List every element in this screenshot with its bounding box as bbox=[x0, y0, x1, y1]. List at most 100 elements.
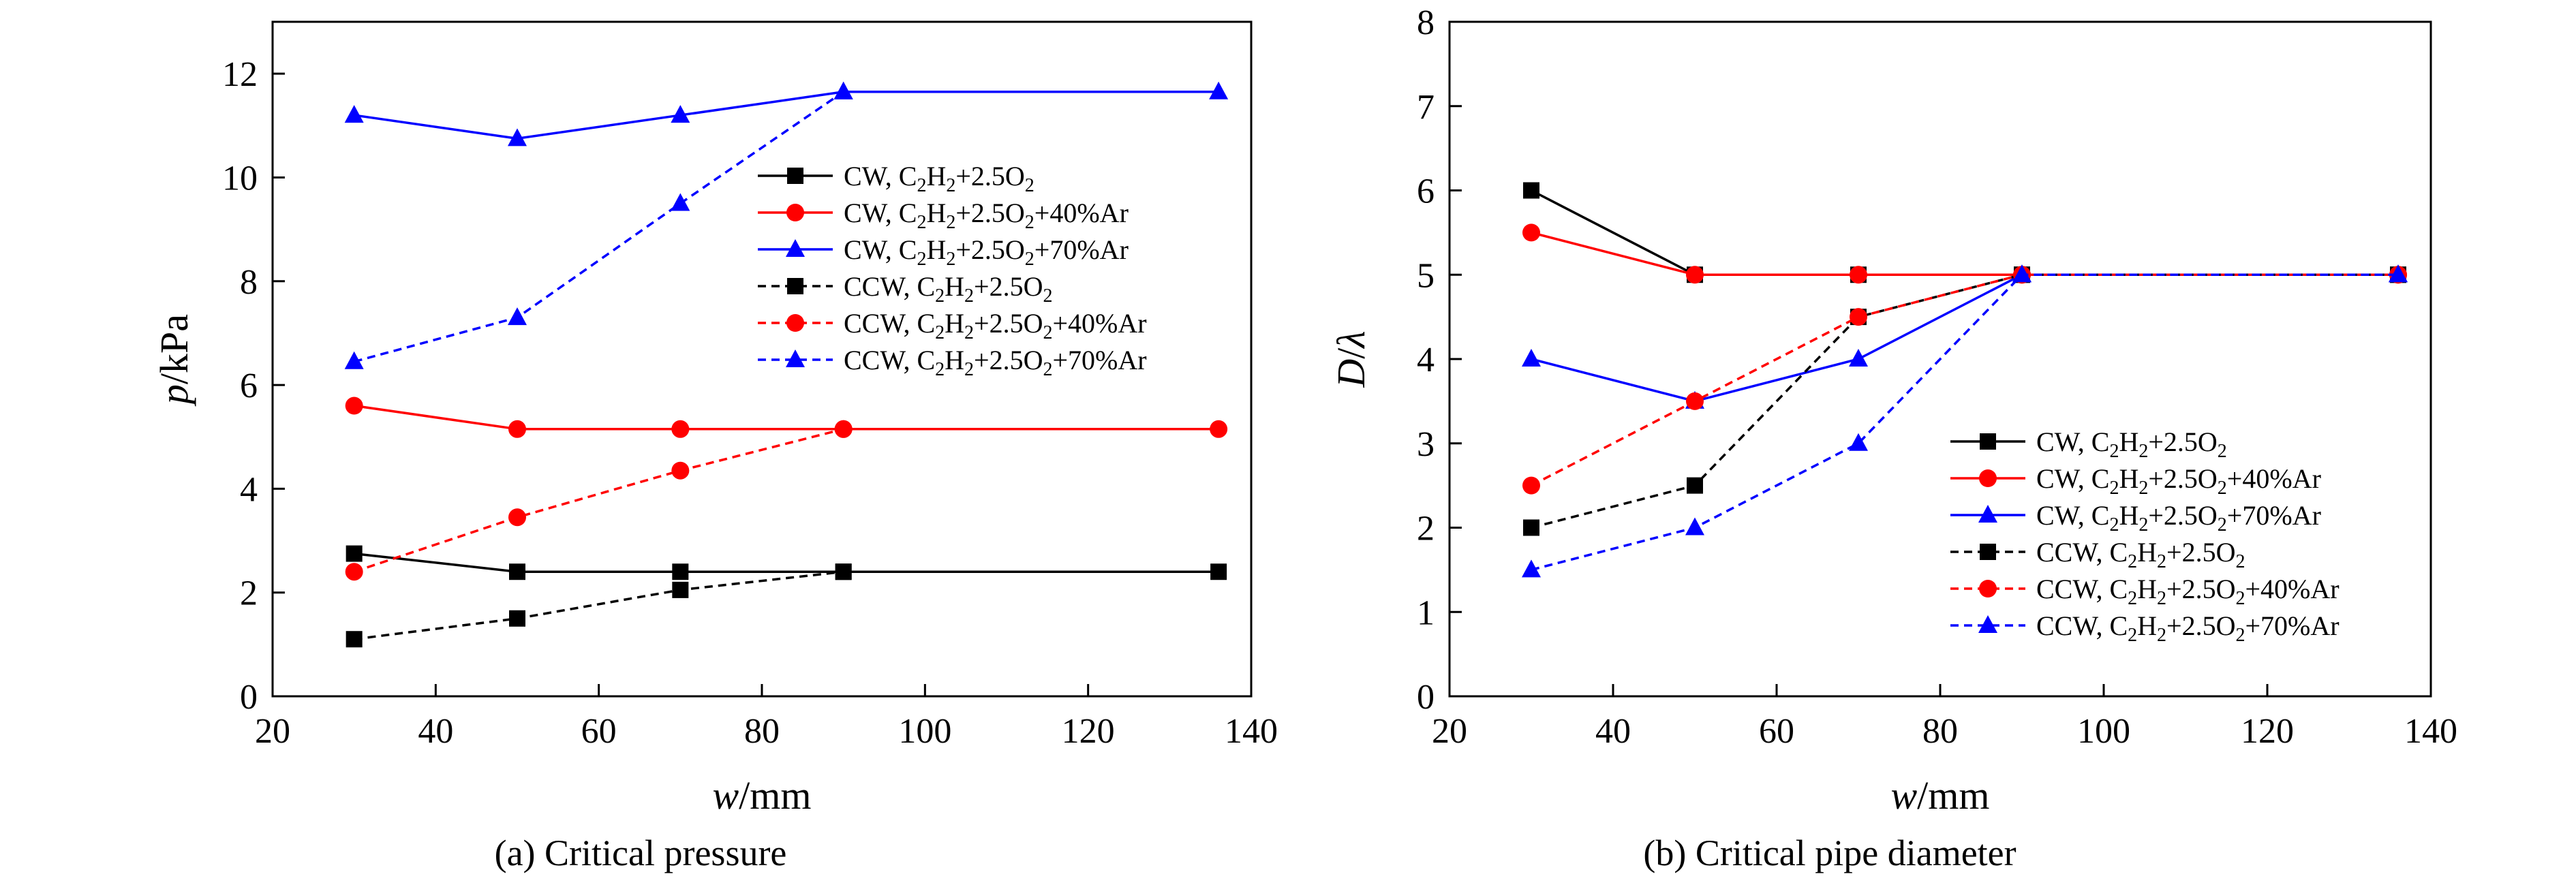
legend-marker bbox=[1979, 469, 1997, 487]
legend-text-part: +2.5O bbox=[2148, 426, 2217, 457]
legend-text-part: +40%Ar bbox=[1052, 308, 1146, 339]
y-tick-label: 4 bbox=[1417, 341, 1435, 379]
legend-label: CW, C2H2+2.5O2+40%Ar bbox=[844, 198, 1129, 233]
series-line bbox=[354, 570, 844, 640]
x-axis-var: w bbox=[712, 773, 739, 818]
legend-text-part: H bbox=[2119, 426, 2138, 457]
x-axis-var: w bbox=[1890, 773, 1917, 818]
data-point bbox=[672, 581, 689, 598]
legend-marker bbox=[786, 314, 804, 332]
legend-text-part: +2.5O bbox=[2148, 500, 2217, 531]
legend-subscript: 2 bbox=[2109, 514, 2119, 535]
legend-text-part: CW, C bbox=[844, 198, 917, 228]
y-tick-label: 0 bbox=[240, 678, 258, 717]
data-point bbox=[1523, 182, 1539, 199]
legend-text-part: H bbox=[945, 271, 964, 302]
legend-label: CCW, C2H2+2.5O2 bbox=[844, 271, 1052, 307]
y-tick-label: 8 bbox=[240, 263, 258, 302]
legend-text-part: CW, C bbox=[2036, 500, 2109, 531]
series-3 bbox=[344, 81, 1229, 146]
legend-text-part: CCW, C bbox=[2036, 537, 2128, 568]
series-line bbox=[354, 552, 1219, 573]
series-5 bbox=[1522, 266, 2407, 495]
series-6 bbox=[344, 81, 853, 369]
legend-subscript: 2 bbox=[946, 212, 955, 233]
y-tick-label: 0 bbox=[1417, 678, 1435, 717]
legend-subscript: 2 bbox=[964, 285, 974, 307]
x-tick-label: 60 bbox=[581, 712, 617, 751]
y-axis-unit: /kPa bbox=[152, 314, 196, 384]
x-tick-label: 140 bbox=[1225, 712, 1278, 751]
data-point bbox=[508, 307, 527, 326]
legend-text-part: +40%Ar bbox=[1034, 198, 1129, 228]
legend-subscript: 2 bbox=[2109, 478, 2119, 499]
x-tick-label: 120 bbox=[2241, 712, 2294, 751]
x-tick-label: 20 bbox=[1432, 712, 1467, 751]
data-point bbox=[671, 420, 690, 438]
legend-text-part: H bbox=[2137, 610, 2157, 641]
series-line bbox=[354, 428, 844, 573]
legend-marker bbox=[1980, 544, 1996, 560]
legend-text-part: +70%Ar bbox=[1052, 345, 1146, 375]
legend-label: CCW, C2H2+2.5O2+40%Ar bbox=[844, 308, 1147, 343]
y-axis-var: p bbox=[152, 384, 196, 407]
legend-label: CCW, C2H2+2.5O2 bbox=[2036, 537, 2245, 572]
figure-caption: (b) Critical pipe diameter bbox=[1643, 833, 2016, 873]
legend-subscript: 2 bbox=[2157, 588, 2166, 609]
legend-text-part: CCW, C bbox=[844, 308, 935, 339]
data-point bbox=[671, 193, 690, 211]
figure-caption: (a) Critical pressure bbox=[495, 833, 787, 873]
legend-marker bbox=[786, 239, 805, 257]
data-point bbox=[1850, 308, 1867, 326]
x-tick-label: 40 bbox=[418, 712, 453, 751]
legend-text-part: +2.5O bbox=[974, 308, 1043, 339]
x-tick-label: 80 bbox=[744, 712, 780, 751]
legend-text-part: CCW, C bbox=[844, 271, 935, 302]
legend-text-part: H bbox=[926, 234, 946, 265]
legend-marker bbox=[786, 350, 805, 367]
legend-text-part: +2.5O bbox=[2148, 463, 2217, 494]
legend-subscript: 2 bbox=[917, 249, 926, 270]
data-point bbox=[1209, 81, 1229, 99]
legend-text-part: +40%Ar bbox=[2245, 574, 2339, 604]
legend-subscript: 2 bbox=[917, 175, 926, 196]
legend-text-part: +70%Ar bbox=[2227, 500, 2321, 531]
data-point bbox=[1210, 420, 1228, 438]
y-tick-label: 6 bbox=[240, 367, 258, 405]
legend-subscript: 2 bbox=[2109, 441, 2119, 462]
series-line bbox=[1531, 273, 2398, 403]
data-point bbox=[833, 81, 853, 99]
series-4 bbox=[346, 563, 852, 648]
legend-subscript: 2 bbox=[1025, 175, 1034, 196]
data-point bbox=[1849, 349, 1868, 367]
legend-subscript: 2 bbox=[2138, 478, 2148, 499]
legend-subscript: 2 bbox=[1025, 249, 1034, 270]
series-1 bbox=[1523, 182, 2406, 283]
data-point bbox=[344, 351, 364, 369]
data-point bbox=[508, 420, 526, 438]
legend-text-part: +2.5O bbox=[2166, 574, 2235, 604]
data-point bbox=[345, 397, 363, 415]
x-axis-unit: /mm bbox=[1917, 773, 1989, 818]
legend-text-part: H bbox=[2137, 537, 2157, 568]
legend-text-part: CW, C bbox=[844, 161, 917, 191]
data-point bbox=[834, 420, 853, 438]
legend-label: CW, C2H2+2.5O2 bbox=[844, 161, 1034, 196]
legend-text-part: H bbox=[945, 345, 964, 375]
legend-subscript: 2 bbox=[2235, 625, 2245, 646]
y-axis-var-2: λ bbox=[1329, 330, 1373, 349]
y-tick-label: 7 bbox=[1417, 88, 1435, 127]
x-tick-label: 80 bbox=[1922, 712, 1958, 751]
legend-label: CCW, C2H2+2.5O2+70%Ar bbox=[844, 345, 1147, 380]
legend-text-part: CCW, C bbox=[2036, 574, 2128, 604]
legend-marker bbox=[787, 278, 803, 294]
legend-label: CW, C2H2+2.5O2 bbox=[2036, 426, 2227, 462]
legend-marker bbox=[787, 168, 803, 184]
legend-text-part: +2.5O bbox=[955, 161, 1024, 191]
data-point bbox=[509, 563, 525, 580]
y-tick-label: 5 bbox=[1417, 256, 1435, 295]
legend-text-part: CCW, C bbox=[844, 345, 935, 375]
